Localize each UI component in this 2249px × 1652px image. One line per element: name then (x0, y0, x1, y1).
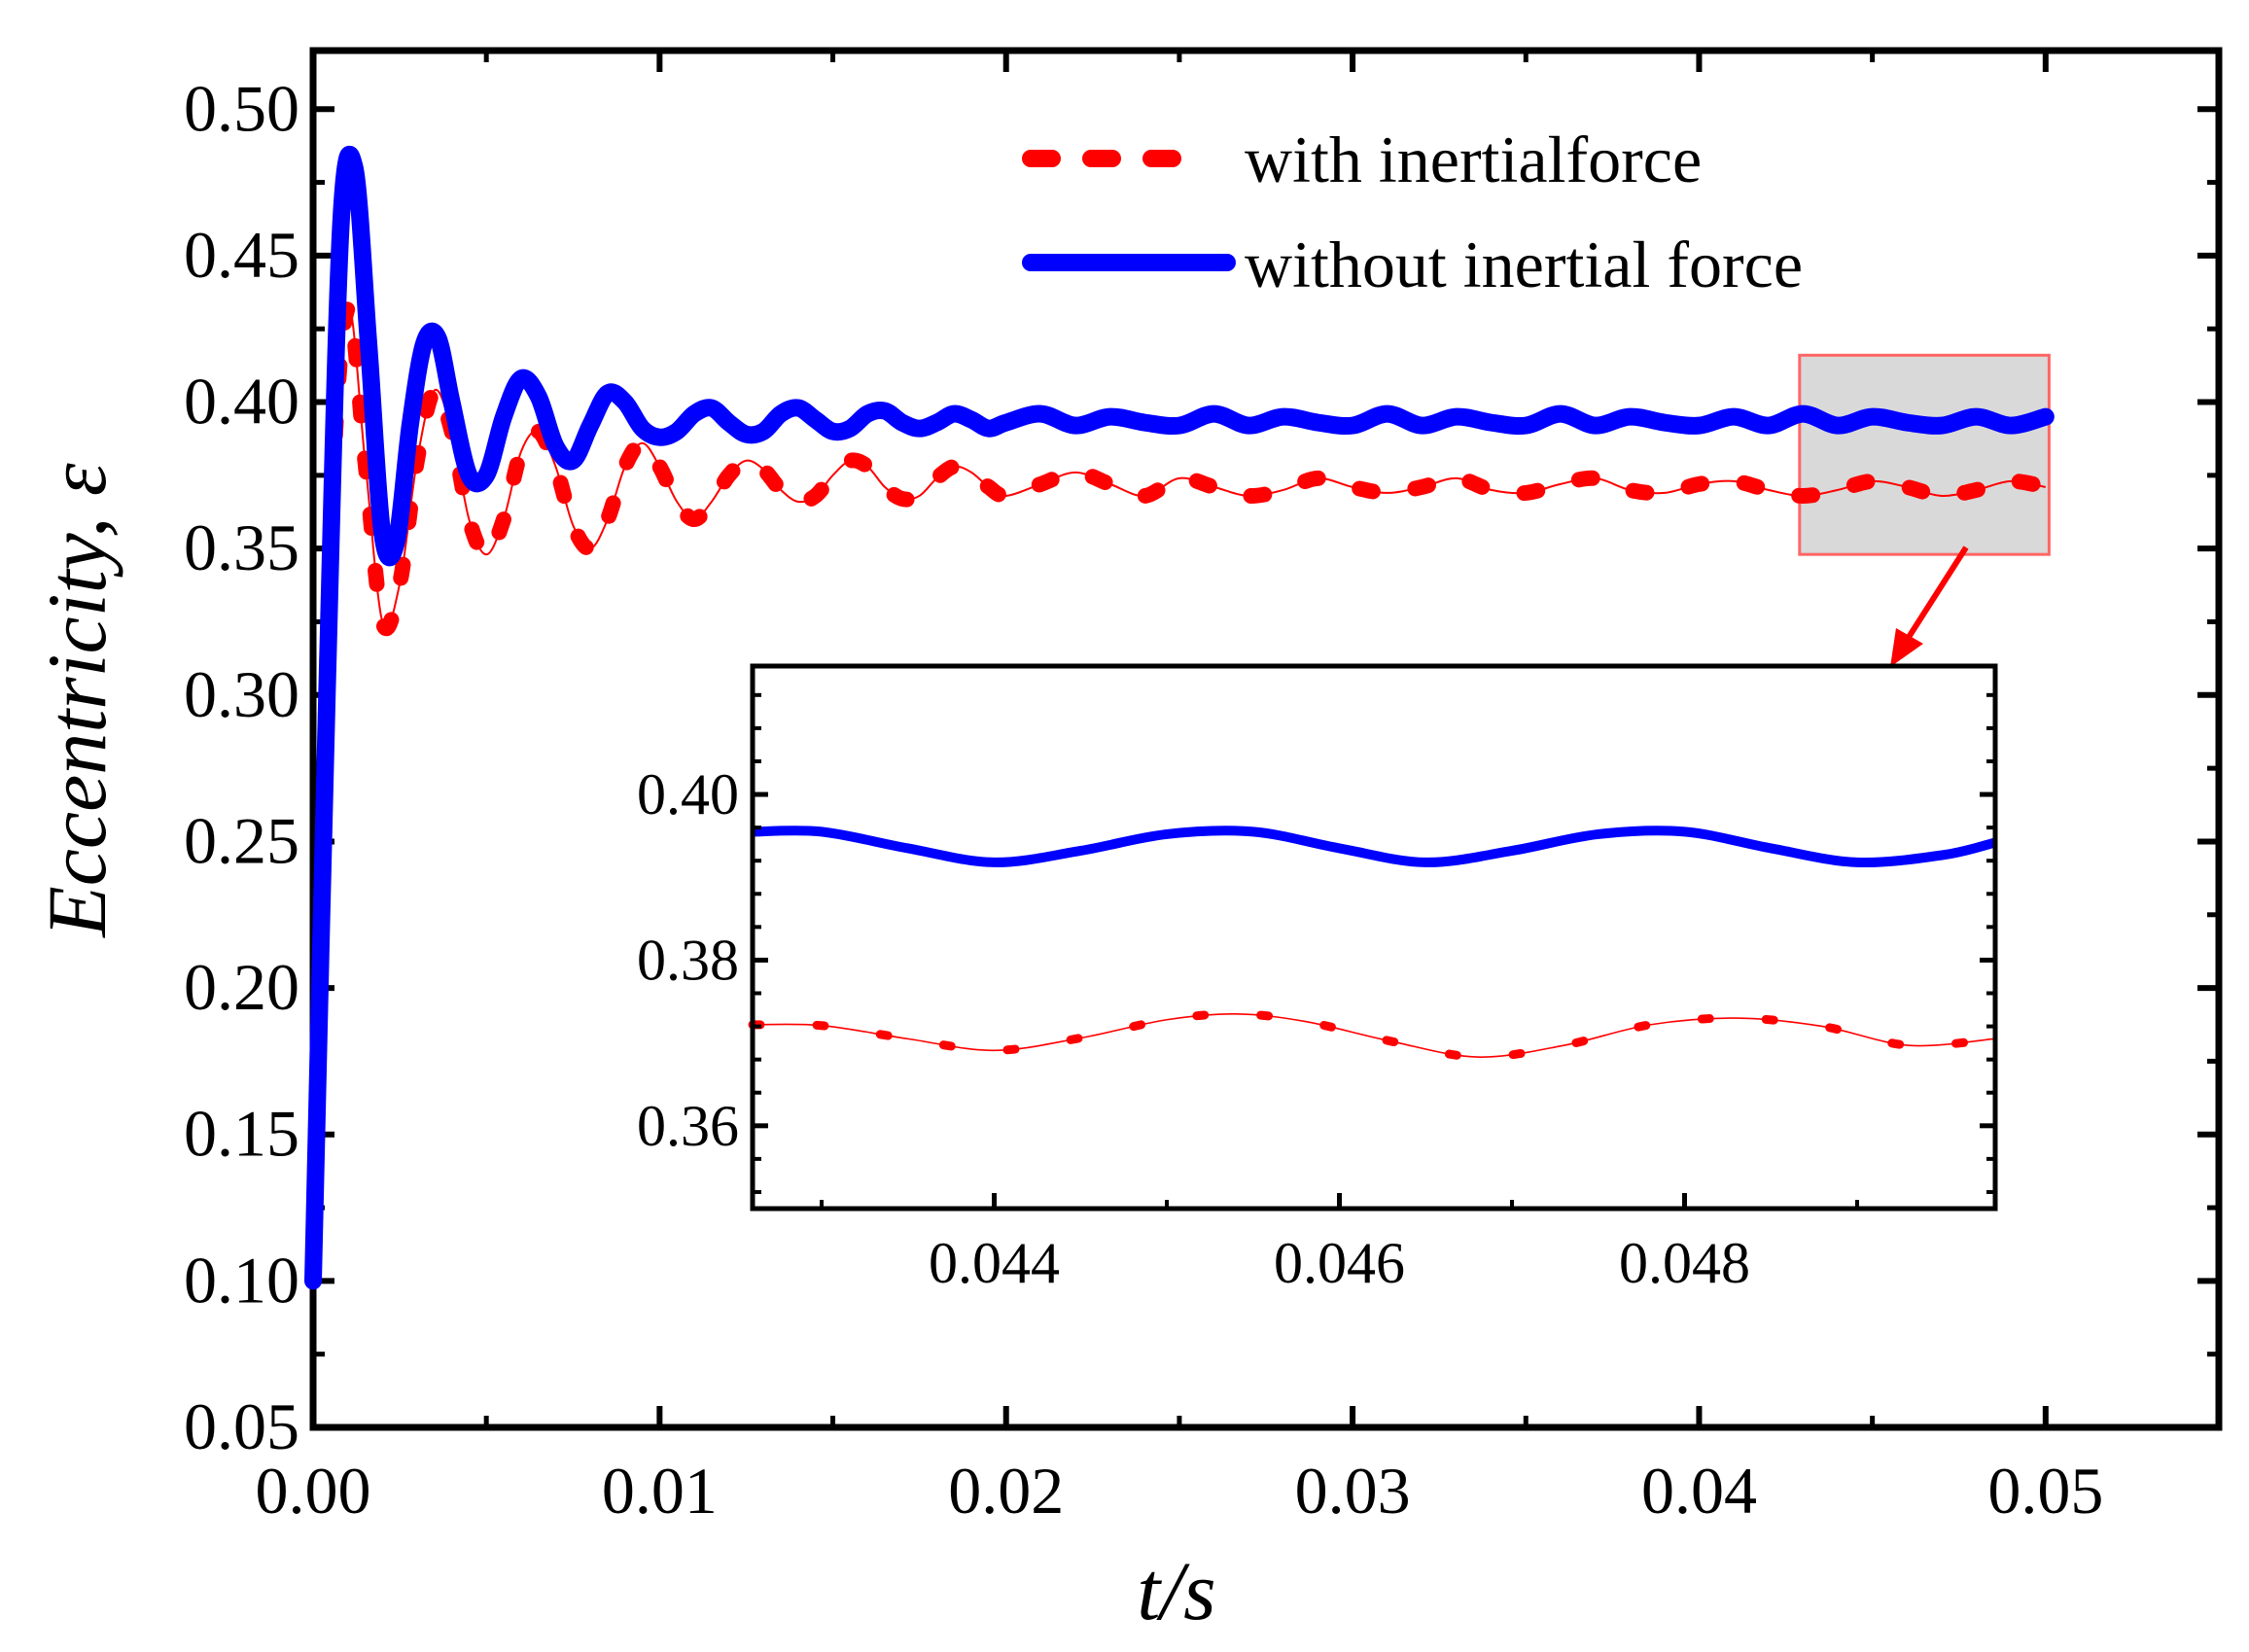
y-tick-label-8: 0.45 (184, 218, 299, 292)
zoom-region (1798, 353, 2051, 556)
inset-plot: 0.044 0.046 0.048 0.36 0.38 0.40 (637, 663, 2000, 1295)
y-tick-label-1: 0.10 (184, 1243, 299, 1317)
y-tick-label-5: 0.30 (184, 657, 299, 731)
y-tick-label-2: 0.15 (184, 1097, 299, 1171)
inset-x-tick-label-0: 0.044 (929, 1231, 1060, 1295)
inset-tick-labels: 0.044 0.046 0.048 0.36 0.38 0.40 (637, 762, 1750, 1295)
zoom-arrow (1890, 545, 1969, 667)
y-tick-label-3: 0.20 (184, 950, 299, 1024)
inset-y-tick-label-0: 0.36 (637, 1094, 739, 1158)
inset-x-tick-label-2: 0.048 (1619, 1231, 1750, 1295)
x-tick-label-2: 0.02 (948, 1454, 1064, 1528)
y-tick-label-7: 0.40 (184, 365, 299, 439)
inset-ticks (753, 692, 1995, 1209)
y-tick-label-4: 0.25 (184, 803, 299, 877)
x-tick-label-3: 0.03 (1295, 1454, 1411, 1528)
inset-x-tick-label-1: 0.046 (1274, 1231, 1405, 1295)
inset-y-tick-label-2: 0.40 (637, 762, 739, 826)
series-line-without-inertial-force (304, 146, 2055, 1290)
legend: with inertialforce without inertial forc… (1022, 123, 1803, 301)
legend-label-with-inertialforce: with inertialforce (1245, 123, 1702, 196)
inset-series-dots-with-inertialforce (748, 1009, 2000, 1062)
inset-series-line-without-inertial-force (752, 826, 1997, 868)
y-axis-label: Eccentricity, ε (30, 463, 123, 939)
main-plot: 0.00 0.01 0.02 0.03 0.04 0.05 0.05 0.10 0.15 0.20… (184, 47, 2223, 1528)
legend-label-without-inertial-force: without inertial force (1245, 228, 1803, 301)
main-tick-labels: 0.00 0.01 0.02 0.03 0.04 0.05 0.05 0.10 0.15 0.20… (184, 71, 2103, 1528)
main-series (304, 146, 2055, 1290)
zoom-box (1798, 353, 2051, 556)
inset-series (748, 826, 2000, 1062)
y-tick-label-0: 0.05 (184, 1389, 299, 1463)
y-tick-label-9: 0.50 (184, 71, 299, 145)
x-tick-label-0: 0.00 (256, 1454, 371, 1528)
inset-frame (750, 663, 1998, 1212)
x-tick-label-1: 0.01 (602, 1454, 718, 1528)
main-plot-frame (309, 47, 2223, 1431)
y-tick-label-6: 0.35 (184, 510, 299, 584)
x-tick-label-4: 0.04 (1641, 1454, 1757, 1528)
x-tick-label-5: 0.05 (1987, 1454, 2103, 1528)
inset-background (753, 666, 1995, 1209)
inset-y-tick-label-1: 0.38 (637, 928, 739, 992)
x-axis-label: t/s (1137, 1544, 1215, 1637)
